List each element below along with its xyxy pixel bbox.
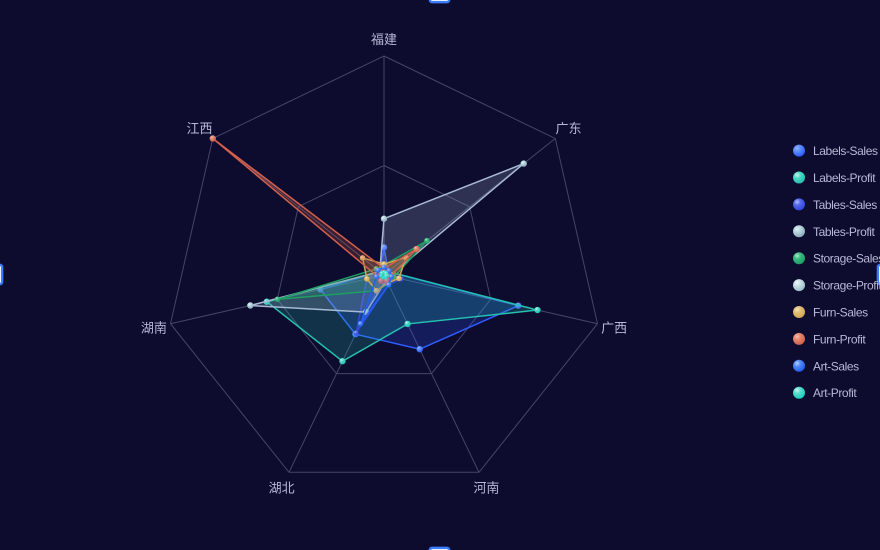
svg-text:Storage-Profit: Storage-Profit [813,279,880,293]
svg-text:Tables-Profit: Tables-Profit [813,225,876,239]
svg-text:湖北: 湖北 [269,481,295,496]
svg-text:Labels-Profit: Labels-Profit [813,171,876,185]
svg-text:Tables-Sales: Tables-Sales [813,198,877,212]
svg-text:福建: 福建 [371,32,397,47]
svg-text:河南: 河南 [473,481,499,496]
svg-text:Furn-Sales: Furn-Sales [813,306,868,320]
svg-text:广西: 广西 [601,321,627,336]
svg-text:Labels-Sales: Labels-Sales [813,144,878,158]
svg-text:Art-Sales: Art-Sales [813,359,859,373]
svg-text:广东: 广东 [555,121,581,136]
svg-text:湖南: 湖南 [141,321,167,336]
svg-text:Furn-Profit: Furn-Profit [813,332,866,346]
svg-text:Storage-Sales: Storage-Sales [813,252,880,266]
svg-text:Art-Profit: Art-Profit [813,386,857,400]
svg-text:江西: 江西 [186,121,212,136]
